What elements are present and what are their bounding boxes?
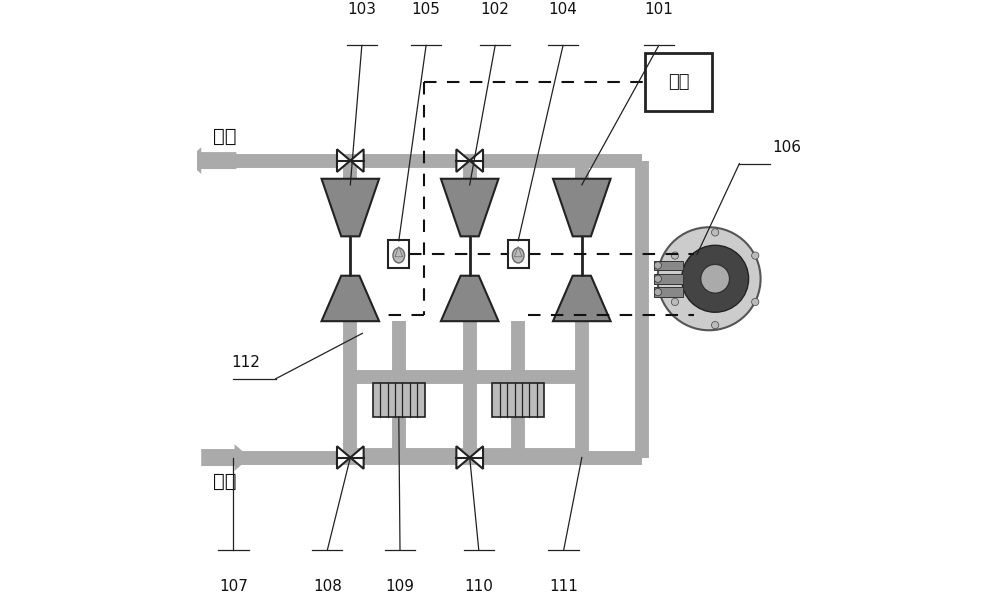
Polygon shape bbox=[470, 446, 483, 469]
Polygon shape bbox=[337, 149, 350, 172]
Bar bbox=[373, 384, 425, 417]
FancyArrow shape bbox=[201, 444, 250, 471]
Polygon shape bbox=[322, 179, 379, 236]
Circle shape bbox=[701, 264, 730, 293]
Polygon shape bbox=[470, 149, 483, 172]
Text: 109: 109 bbox=[386, 579, 415, 594]
Text: 105: 105 bbox=[412, 2, 441, 17]
Bar bbox=[645, 53, 712, 110]
Circle shape bbox=[654, 288, 661, 296]
Circle shape bbox=[752, 252, 759, 259]
Text: 101: 101 bbox=[644, 2, 673, 17]
Bar bbox=[388, 241, 409, 268]
Ellipse shape bbox=[393, 248, 405, 263]
Text: 104: 104 bbox=[549, 2, 577, 17]
Bar bbox=[654, 261, 683, 270]
Bar bbox=[654, 274, 683, 284]
Circle shape bbox=[682, 245, 749, 312]
Circle shape bbox=[671, 252, 679, 259]
Bar bbox=[492, 384, 544, 417]
Text: 112: 112 bbox=[231, 355, 260, 370]
Polygon shape bbox=[553, 179, 611, 236]
Bar bbox=[654, 287, 683, 297]
Polygon shape bbox=[337, 446, 350, 469]
Text: 108: 108 bbox=[313, 579, 342, 594]
Circle shape bbox=[654, 262, 661, 269]
Polygon shape bbox=[441, 276, 498, 321]
Text: 110: 110 bbox=[464, 579, 493, 594]
Text: 111: 111 bbox=[549, 579, 578, 594]
Polygon shape bbox=[456, 446, 470, 469]
Polygon shape bbox=[514, 247, 522, 257]
Text: 102: 102 bbox=[481, 2, 510, 17]
Text: 106: 106 bbox=[773, 139, 802, 155]
Circle shape bbox=[654, 275, 661, 282]
Polygon shape bbox=[441, 179, 498, 236]
Polygon shape bbox=[350, 149, 364, 172]
Ellipse shape bbox=[512, 248, 524, 263]
Circle shape bbox=[671, 298, 679, 305]
Circle shape bbox=[658, 227, 761, 330]
Polygon shape bbox=[350, 446, 364, 469]
Text: 油箱: 油箱 bbox=[668, 73, 690, 91]
Text: 103: 103 bbox=[347, 2, 376, 17]
Polygon shape bbox=[395, 247, 403, 257]
Circle shape bbox=[711, 321, 719, 328]
FancyArrow shape bbox=[186, 147, 236, 174]
Polygon shape bbox=[456, 149, 470, 172]
Circle shape bbox=[752, 298, 759, 305]
Text: 107: 107 bbox=[219, 579, 248, 594]
Bar bbox=[508, 241, 529, 268]
Text: 排气: 排气 bbox=[213, 127, 236, 146]
Polygon shape bbox=[322, 276, 379, 321]
Text: 进气: 进气 bbox=[213, 472, 236, 491]
Circle shape bbox=[711, 228, 719, 236]
Polygon shape bbox=[553, 276, 611, 321]
